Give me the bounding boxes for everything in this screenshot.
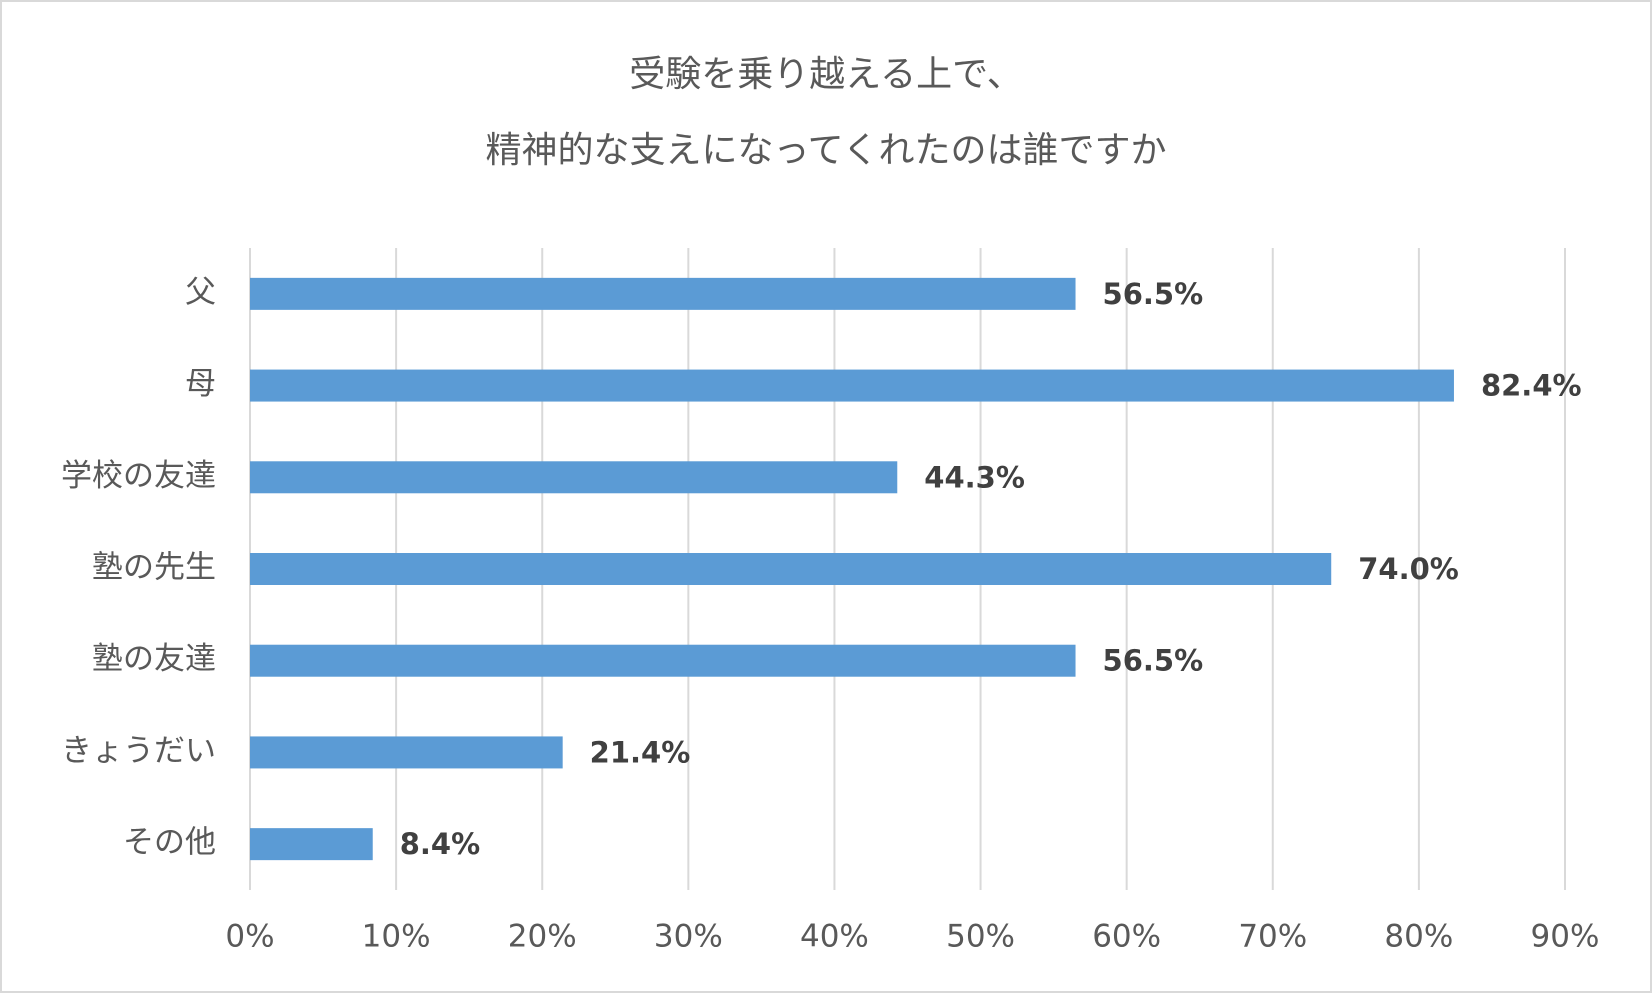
chart-title: 精神的な支えになってくれたのは誰ですか xyxy=(485,130,1166,171)
y-tick-label: 母 xyxy=(185,366,216,402)
y-tick-label: 父 xyxy=(185,274,216,310)
value-label: 8.4% xyxy=(400,827,480,861)
chart-title: 受験を乗り越える上で、 xyxy=(629,54,1022,95)
value-label: 82.4% xyxy=(1481,369,1582,403)
value-label: 56.5% xyxy=(1103,277,1204,311)
x-tick-label: 40% xyxy=(800,919,869,955)
x-tick-label: 20% xyxy=(508,919,577,955)
bar xyxy=(250,644,1076,677)
value-label: 21.4% xyxy=(590,735,691,769)
x-tick-label: 30% xyxy=(654,919,723,955)
y-tick-label: その他 xyxy=(123,825,216,861)
bar xyxy=(250,553,1332,585)
x-tick-label: 90% xyxy=(1531,919,1600,955)
value-label: 74.0% xyxy=(1358,552,1459,586)
x-tick-label: 50% xyxy=(946,919,1015,955)
bar xyxy=(250,461,898,494)
y-tick-label: 塾の友達 xyxy=(92,641,216,677)
x-tick-label: 80% xyxy=(1384,919,1453,955)
value-label: 56.5% xyxy=(1103,644,1204,678)
y-tick-label: 学校の友達 xyxy=(61,458,216,494)
x-tick-label: 0% xyxy=(225,919,274,955)
y-tick-label: きょうだい xyxy=(61,733,216,769)
x-tick-label: 70% xyxy=(1238,919,1307,955)
bar xyxy=(250,736,563,769)
bar xyxy=(250,277,1076,310)
value-label: 44.3% xyxy=(924,460,1025,494)
x-tick-label: 60% xyxy=(1092,919,1161,955)
bar xyxy=(250,828,373,861)
bar xyxy=(250,369,1454,402)
x-tick-label: 10% xyxy=(362,919,431,955)
y-tick-label: 塾の先生 xyxy=(92,550,216,586)
